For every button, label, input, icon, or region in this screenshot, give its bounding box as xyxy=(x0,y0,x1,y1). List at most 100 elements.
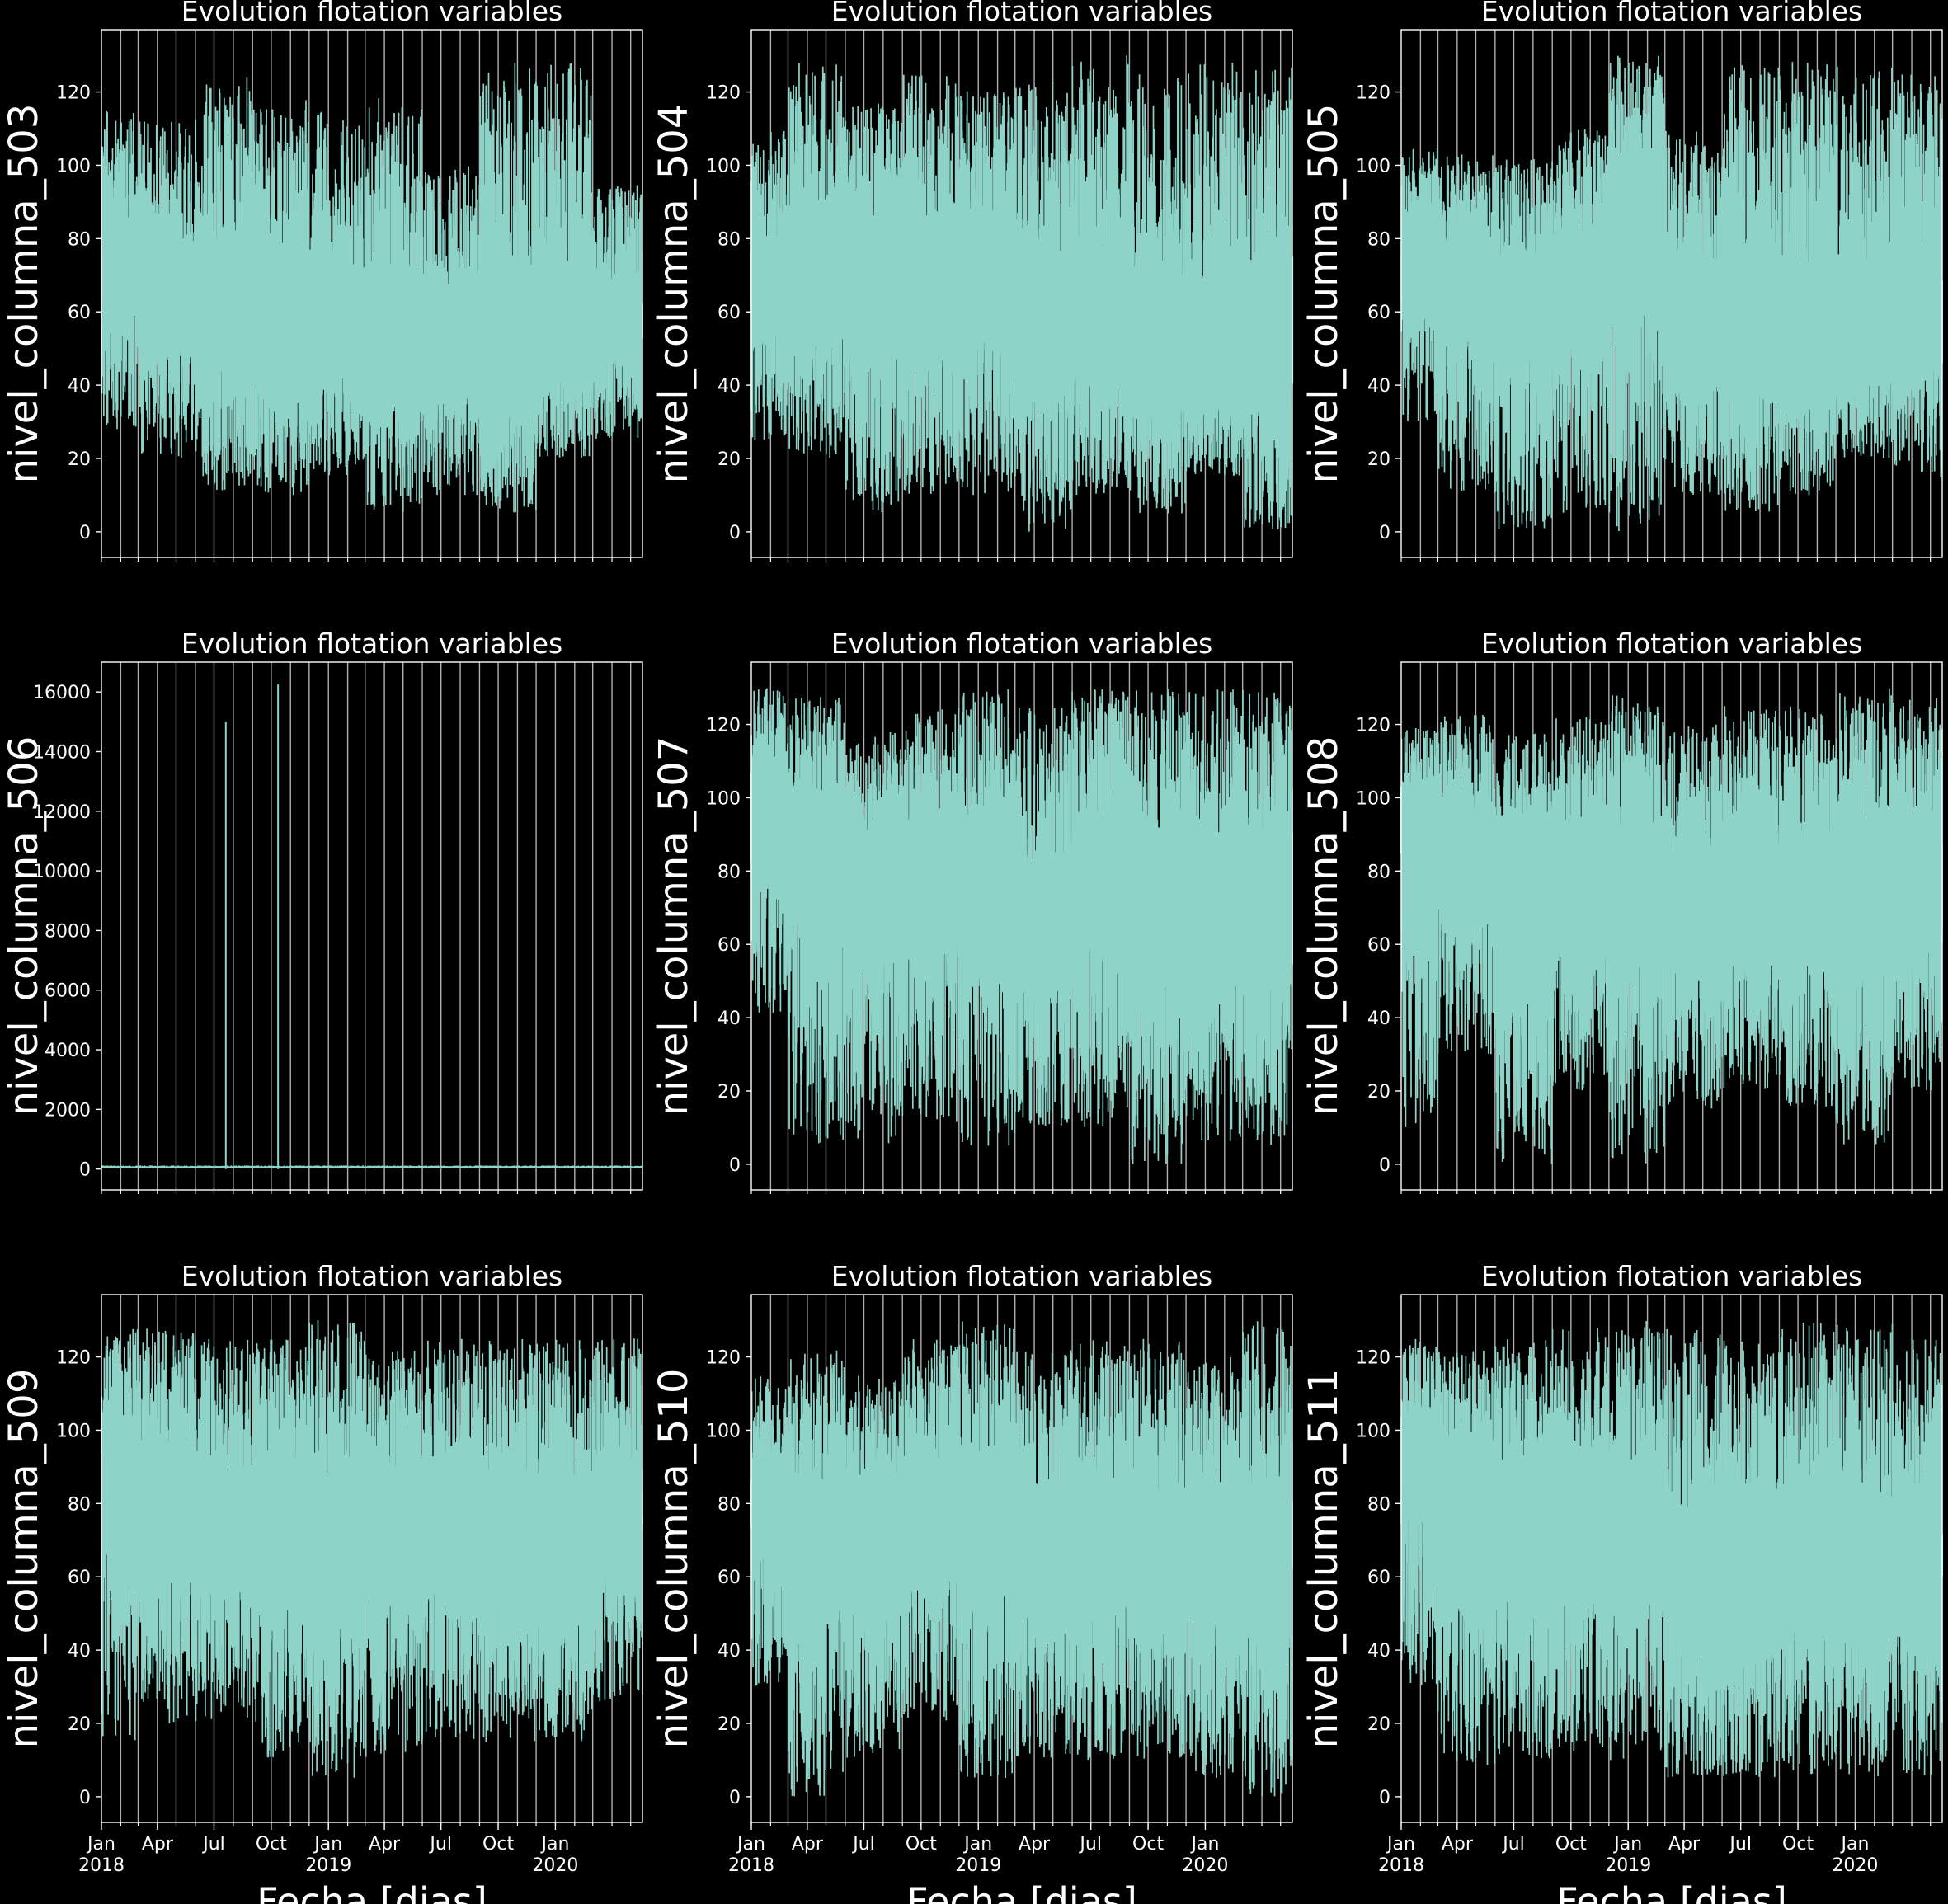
series-core xyxy=(1778,1488,1837,1648)
subplot-title: Evolution flotation variables xyxy=(1481,0,1863,27)
x-tick-label: Jul xyxy=(1078,1834,1102,1855)
x-tick-label: Apr xyxy=(792,1834,824,1855)
x-tick-year-label: 2018 xyxy=(1378,1855,1424,1876)
series-core xyxy=(1071,1469,1131,1617)
axes-frame xyxy=(750,29,1293,558)
series-segment xyxy=(101,1328,139,1741)
x-tick-label: Jul xyxy=(428,1834,452,1855)
y-tick-label: 100 xyxy=(1356,788,1390,809)
series-segment xyxy=(1891,74,1943,477)
subplot-6: 0 20 40 60 80 100 120 Evolution flotation varia… xyxy=(1301,628,1943,1194)
series-segment xyxy=(1128,1338,1187,1759)
x-tick-label: Jan xyxy=(962,1834,992,1855)
series-segment xyxy=(478,63,537,513)
x-tick-label: Oct xyxy=(906,1834,937,1855)
y-tick-label: 40 xyxy=(718,1641,741,1662)
y-tick-label: 0 xyxy=(729,1155,741,1176)
series-core xyxy=(1494,1458,1554,1605)
series-core xyxy=(958,1444,1016,1605)
series-segment xyxy=(1400,147,1439,421)
y-tick-label: 80 xyxy=(68,1494,91,1515)
series-segment xyxy=(1778,706,1837,1107)
y-tick-label: 100 xyxy=(706,156,741,176)
series-segment xyxy=(1721,1340,1781,1777)
y-tick-label: 120 xyxy=(1356,83,1390,104)
series-core xyxy=(1721,1482,1781,1636)
series-segment xyxy=(1071,689,1131,1127)
series-core xyxy=(308,261,366,388)
series-segment xyxy=(1437,1350,1496,1765)
x-tick-label: Jan xyxy=(1386,1834,1415,1855)
series-core xyxy=(1721,237,1781,394)
series-segment xyxy=(1608,55,1666,531)
series-segment xyxy=(1891,698,1943,1091)
y-tick-label: 60 xyxy=(718,303,741,323)
y-tick-label: 60 xyxy=(1367,1568,1390,1588)
x-tick-label: Oct xyxy=(482,1834,514,1855)
series-core xyxy=(1071,811,1131,966)
series-core xyxy=(787,785,846,943)
series-segment xyxy=(308,111,366,476)
y-axis-label: nivel_columna_509 xyxy=(1,1369,47,1749)
series-segment xyxy=(1551,129,1610,513)
series-core xyxy=(1128,1481,1187,1629)
y-tick-label: 80 xyxy=(1367,1494,1390,1515)
x-tick-year-label: 2018 xyxy=(78,1855,125,1876)
series-segment xyxy=(535,1339,594,1742)
y-tick-label: 0 xyxy=(729,1788,741,1808)
series-segment xyxy=(1663,724,1724,1109)
series-segment xyxy=(1778,1323,1837,1775)
series-core xyxy=(1608,815,1666,978)
series-core xyxy=(365,270,423,418)
y-tick-label: 80 xyxy=(1367,862,1390,882)
series-core xyxy=(194,228,253,376)
y-tick-label: 60 xyxy=(718,1568,741,1588)
series-core xyxy=(137,1436,196,1576)
y-axis-label: nivel_columna_508 xyxy=(1301,736,1347,1117)
x-tick-label: Jan xyxy=(1839,1834,1869,1855)
series-segment xyxy=(1835,688,1894,1145)
x-tick-label: Jan xyxy=(86,1834,115,1855)
series-core xyxy=(591,271,643,362)
series-core xyxy=(1437,804,1496,924)
x-tick-label: Jan xyxy=(736,1834,765,1855)
series-segment xyxy=(1835,66,1894,458)
series-segment xyxy=(750,131,789,440)
series-segment xyxy=(1608,695,1666,1164)
series-segment xyxy=(1607,1321,1666,1761)
axes-frame xyxy=(750,1294,1293,1823)
series-segment xyxy=(1551,1328,1610,1751)
subplot-title: Evolution flotation variables xyxy=(831,628,1213,660)
series-core xyxy=(750,759,789,873)
subplot-title: Evolution flotation variables xyxy=(1481,1260,1863,1292)
x-tick-label: Oct xyxy=(256,1834,287,1855)
series-segment xyxy=(844,103,904,513)
axes-frame xyxy=(1400,1294,1943,1823)
x-tick-label: Oct xyxy=(1555,1834,1587,1855)
subplot-3: 0 20 40 60 80 100 120 Evolution flotation varia… xyxy=(1301,0,1943,562)
subplot-title: Evolution flotation variables xyxy=(181,1260,563,1292)
x-tick-label: Oct xyxy=(1782,1834,1814,1855)
series-core xyxy=(1014,849,1073,997)
y-axis-label: nivel_columna_506 xyxy=(1,736,47,1117)
y-tick-label: 120 xyxy=(706,716,741,736)
series-segment xyxy=(901,1339,960,1721)
y-axis-label: nivel_columna_507 xyxy=(651,736,697,1117)
series-segment xyxy=(1071,55,1131,496)
y-tick-label: 100 xyxy=(1356,156,1390,176)
series-segment xyxy=(194,1339,253,1722)
series-core xyxy=(478,261,537,418)
y-tick-label: 80 xyxy=(718,1494,741,1515)
series-core xyxy=(1014,1485,1074,1629)
series-segment xyxy=(1721,706,1781,1089)
x-tick-label: Apr xyxy=(1019,1834,1051,1855)
y-tick-label: 60 xyxy=(68,303,91,323)
y-tick-label: 80 xyxy=(1367,229,1390,250)
series-core xyxy=(535,249,594,388)
y-tick-label: 0 xyxy=(79,1160,91,1181)
y-tick-label: 2000 xyxy=(45,1100,91,1121)
axes-frame xyxy=(750,661,1293,1191)
series-segment xyxy=(1128,74,1188,514)
series-segment xyxy=(1437,154,1496,493)
series-segment xyxy=(1835,1324,1894,1776)
